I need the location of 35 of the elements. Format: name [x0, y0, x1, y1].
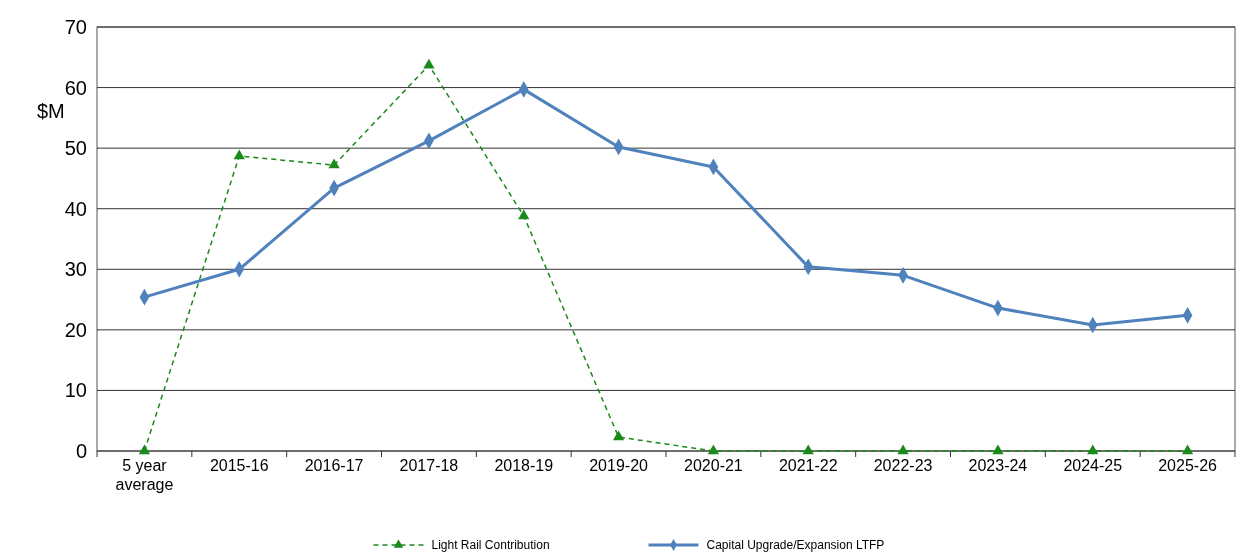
- y-tick-label: 50: [64, 137, 87, 160]
- point: [233, 149, 245, 160]
- point: [992, 444, 1004, 455]
- point: [802, 444, 814, 455]
- point: [897, 444, 909, 455]
- point: [1087, 444, 1099, 455]
- legend-label: Capital Upgrade/Expansion LTFP: [706, 538, 885, 553]
- x-tick-label: 2021-22: [778, 457, 838, 474]
- y-tick-label: 40: [64, 197, 87, 220]
- point: [612, 430, 625, 441]
- y-tick-label: 60: [64, 76, 87, 99]
- x-tick-label: 2015-16: [209, 457, 269, 474]
- x-tick-label: 5 year average: [115, 457, 174, 493]
- x-tick-label: 2023-24: [968, 457, 1028, 474]
- legend-label: Light Rail Contribution: [431, 538, 550, 553]
- y-axis-title: $M: [37, 99, 65, 122]
- point: [423, 58, 435, 69]
- y-tick-label: 30: [64, 258, 87, 281]
- x-tick-label: 2016-17: [304, 457, 364, 474]
- x-tick-label: 2019-20: [589, 457, 649, 474]
- point: [138, 444, 151, 455]
- point: [1181, 444, 1194, 455]
- y-tick-label: 70: [64, 16, 87, 38]
- y-tick-label: 0: [75, 440, 87, 462]
- x-tick-label: 2020-21: [684, 457, 743, 474]
- y-tick-label: 20: [64, 318, 87, 341]
- x-tick-label: 2022-23: [873, 457, 933, 474]
- x-tick-label: 2018-19: [494, 457, 554, 474]
- point: [328, 158, 340, 169]
- point: [518, 209, 530, 220]
- x-tick-label: 2025-26: [1158, 457, 1218, 474]
- x-tick-label: 2024-25: [1063, 457, 1123, 474]
- point: [707, 444, 720, 455]
- x-tick-label: 2017-18: [399, 457, 459, 474]
- y-tick-label: 10: [64, 379, 87, 402]
